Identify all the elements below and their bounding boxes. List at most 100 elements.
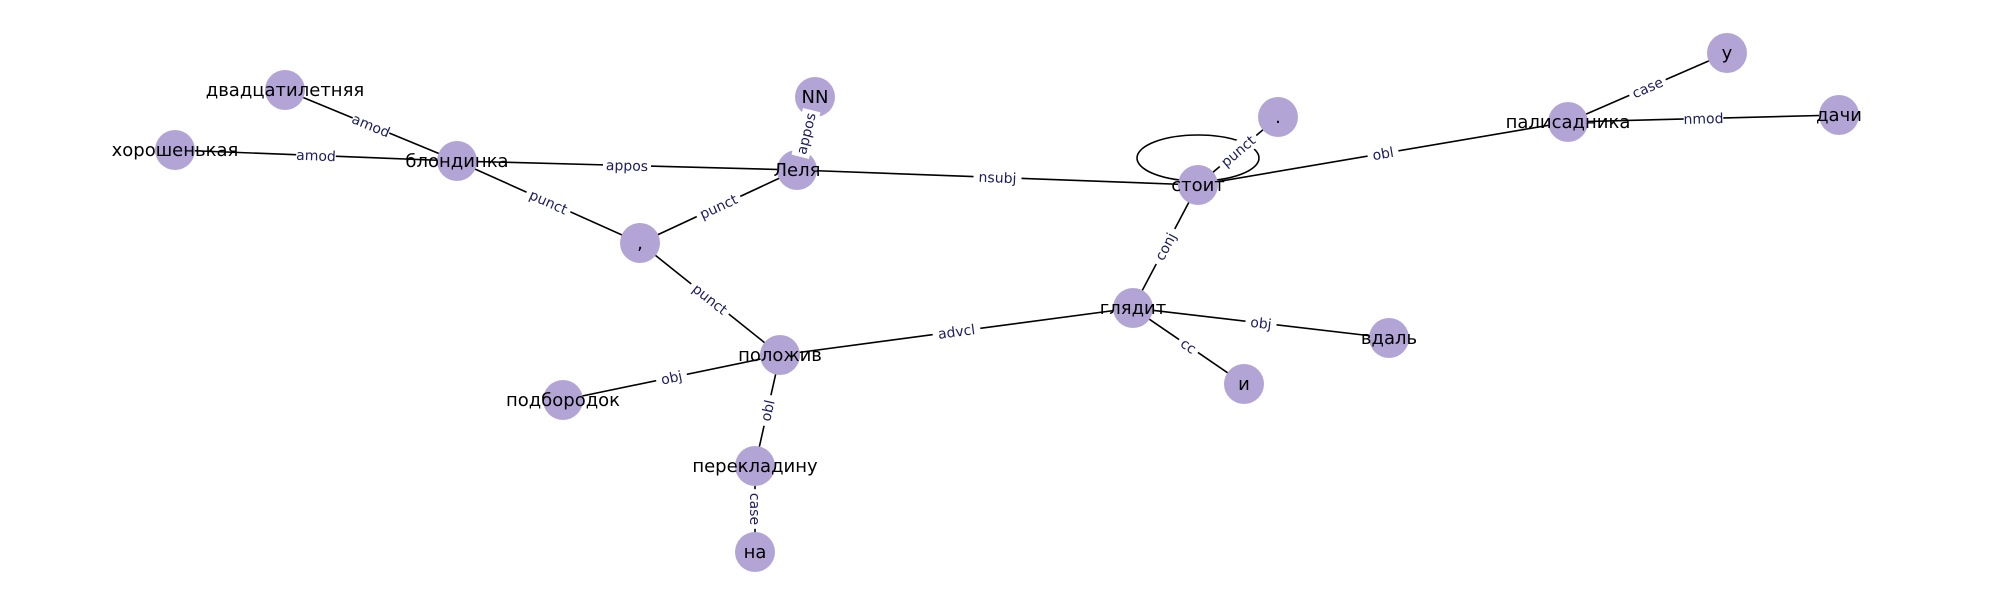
node-label: палисадника xyxy=(1506,112,1631,133)
edge-label-text: obl xyxy=(1371,145,1395,164)
graph-node: подбородок xyxy=(506,380,620,420)
edge-label-text: obl xyxy=(758,399,778,423)
node-circle xyxy=(265,70,305,110)
edge-label-background xyxy=(1244,312,1278,334)
node-circle xyxy=(777,150,817,190)
graph-node: двадцатилетняя xyxy=(206,70,364,110)
edge-label-background xyxy=(1148,224,1183,269)
edge-label-obl: obl xyxy=(1366,142,1400,165)
edge-label-punct: punct xyxy=(522,183,575,221)
edge-label-obj: obj xyxy=(654,365,689,390)
node-label: блондинка xyxy=(405,151,508,172)
node-label: . xyxy=(1275,107,1281,128)
edge-label-appos: appos xyxy=(602,155,652,176)
edge-label-background xyxy=(1213,128,1263,174)
graph-node: вдаль xyxy=(1361,318,1417,358)
edge-label-conj: conj xyxy=(1148,224,1183,269)
edge-label-text: nsubj xyxy=(978,170,1016,187)
edge-label-text: cc xyxy=(1177,336,1199,358)
edge-label-background xyxy=(1366,142,1400,165)
graph-node: на xyxy=(735,532,775,572)
edge-label-background xyxy=(755,393,780,428)
edge-label-punct: punct xyxy=(692,188,745,225)
graph-node: стоит xyxy=(1171,165,1225,205)
edge-label-background xyxy=(1174,332,1203,360)
edge-label-background xyxy=(602,155,652,176)
node-circle xyxy=(1258,97,1298,137)
edge-label-case: case xyxy=(1625,71,1670,104)
edge-labels-layer: amod amod appos appos punct punct nsubj punct ob… xyxy=(295,71,1724,529)
node-label: подбородок xyxy=(506,390,620,411)
edge-label-text: obj xyxy=(660,368,684,388)
edge-label-case: case xyxy=(746,489,764,529)
node-label: на xyxy=(744,542,767,563)
edge-label-text: case xyxy=(1630,75,1666,102)
edge-label-obl: obl xyxy=(755,393,780,428)
node-circle xyxy=(795,77,835,117)
edge-label-background xyxy=(685,276,735,322)
graph-node: хорошенькая xyxy=(112,130,239,170)
node-label: положив xyxy=(738,345,822,366)
edge-label-text: appos xyxy=(794,111,820,156)
edge-label-appos: appos xyxy=(791,108,821,159)
node-label: стоит xyxy=(1171,175,1225,196)
edge-label-background xyxy=(654,365,689,390)
node-label: перекладину xyxy=(692,456,818,477)
node-circle xyxy=(760,335,800,375)
node-circle xyxy=(735,532,775,572)
graph-node: NN xyxy=(795,77,835,117)
node-label: , xyxy=(637,233,643,254)
graph-node: положив xyxy=(738,335,822,375)
node-circle xyxy=(1113,288,1153,328)
edge-label-background xyxy=(692,188,745,225)
edge-label-nsubj: nsubj xyxy=(973,167,1022,188)
edge-label-obj: obj xyxy=(1244,312,1278,334)
nodes-layer: двадцатилетняя хорошенькая блондинка NN Леля… xyxy=(112,33,1862,572)
node-circle xyxy=(543,380,583,420)
graph-node: дачи xyxy=(1816,95,1862,135)
node-label: хорошенькая xyxy=(112,140,239,161)
edge-label-text: punct xyxy=(697,192,740,224)
edge-label-background xyxy=(1625,71,1670,104)
edge-label-punct: punct xyxy=(685,276,735,322)
edge-label-background xyxy=(522,183,575,221)
graph-node: палисадника xyxy=(1506,102,1631,142)
edge-label-background xyxy=(1683,108,1724,129)
node-circle xyxy=(620,223,660,263)
edge-label-text: nmod xyxy=(1683,111,1723,128)
edge-label-amod: amod xyxy=(349,109,393,142)
node-circle xyxy=(735,446,775,486)
node-label: двадцатилетняя xyxy=(206,80,364,101)
graph-node: блондинка xyxy=(405,141,509,181)
graph-node: Леля xyxy=(774,150,821,190)
node-circle xyxy=(1819,95,1859,135)
node-label: и xyxy=(1238,374,1250,395)
graph-node: у xyxy=(1707,33,1747,73)
node-circle xyxy=(1224,364,1264,404)
edge-label-background xyxy=(349,109,393,142)
node-circle xyxy=(1178,165,1218,205)
edge-label-background xyxy=(295,145,337,166)
node-label: Леля xyxy=(774,160,821,181)
graph-node: глядит xyxy=(1100,288,1166,328)
node-circle xyxy=(1369,318,1409,358)
node-circle xyxy=(437,141,477,181)
node-label: у xyxy=(1722,43,1733,64)
edge-label-background xyxy=(791,108,821,159)
graph-node: и xyxy=(1224,364,1264,404)
node-label: вдаль xyxy=(1361,328,1417,349)
graph-node: . xyxy=(1258,97,1298,137)
edge-label-cc: cc xyxy=(1174,332,1203,360)
edge-label-text: advcl xyxy=(937,322,976,343)
graph-node: , xyxy=(620,223,660,263)
node-label: NN xyxy=(802,87,829,108)
graph-node: перекладину xyxy=(692,446,818,486)
edge-label-background xyxy=(973,167,1022,188)
node-label: глядит xyxy=(1100,298,1166,319)
edge-label-nmod: nmod xyxy=(1683,108,1724,129)
node-circle xyxy=(1548,102,1588,142)
node-circle xyxy=(155,130,195,170)
node-circle xyxy=(1707,33,1747,73)
edge-label-background xyxy=(931,319,982,344)
